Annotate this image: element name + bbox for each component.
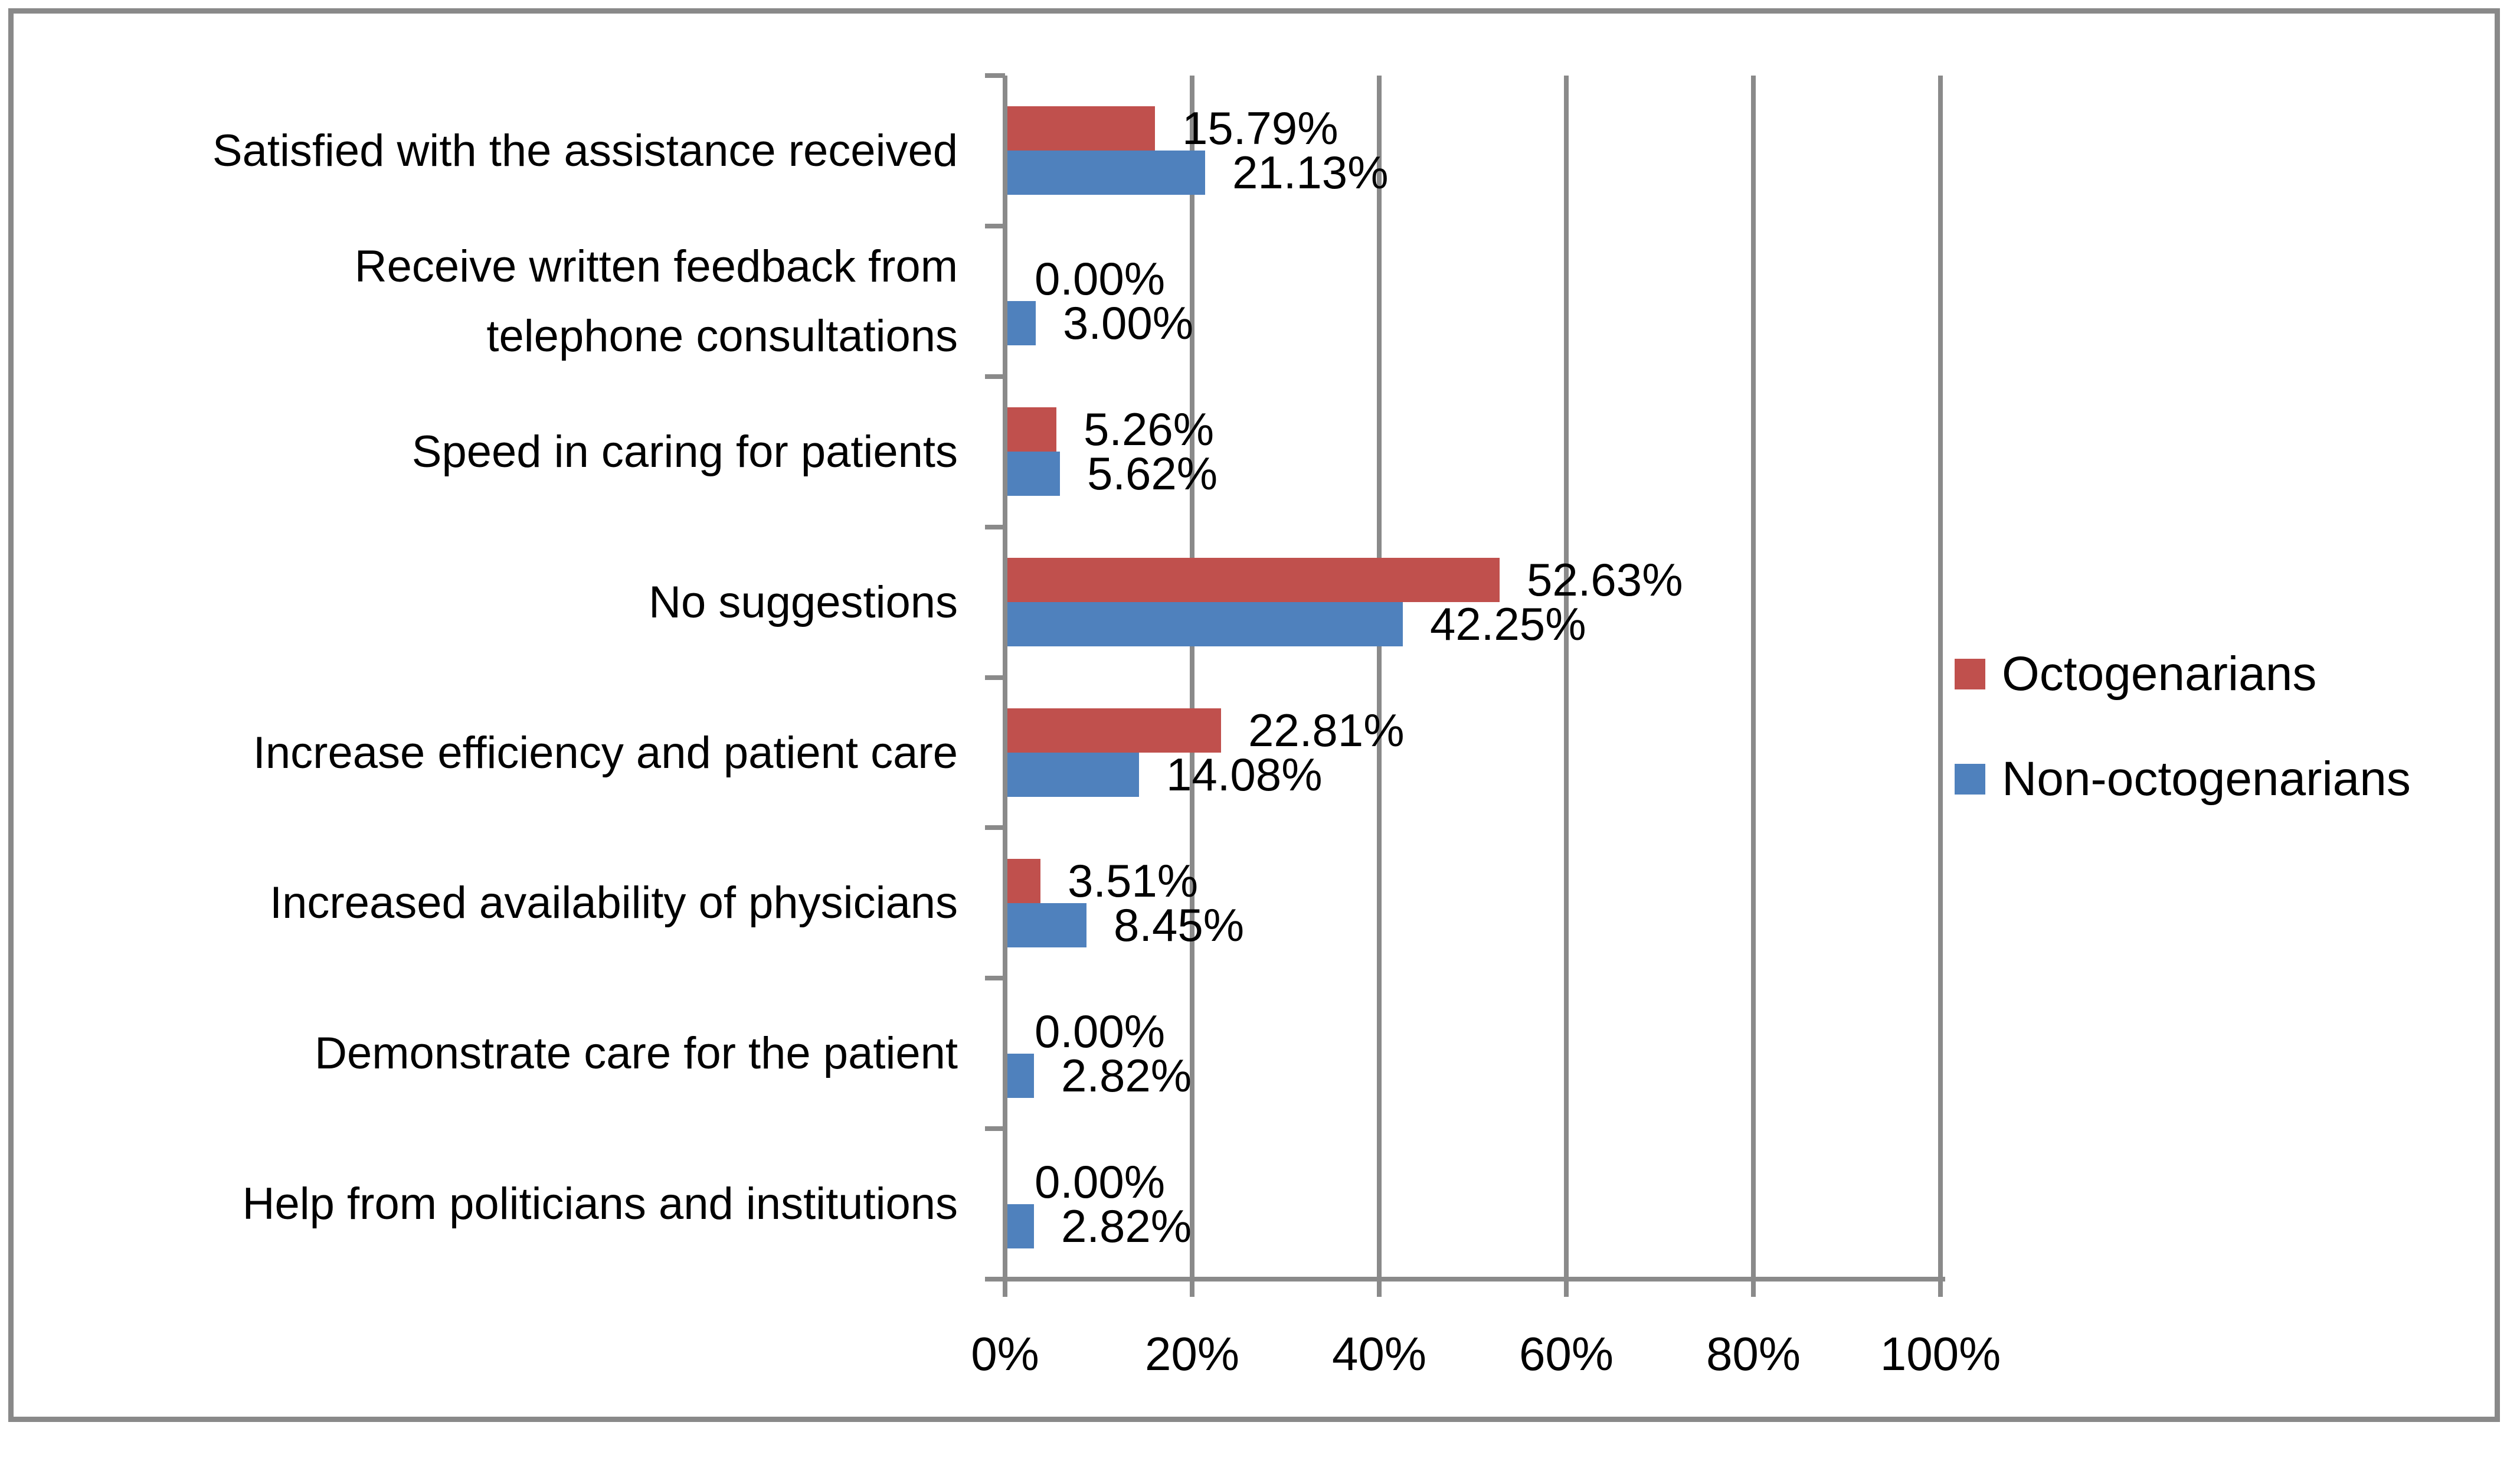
category-tick	[985, 825, 1005, 830]
gridline-100	[1938, 76, 1943, 1279]
bar-non-octogenarians	[1007, 301, 1036, 345]
category-label-line: Increase efficiency and patient care	[253, 727, 958, 778]
category-tick	[985, 73, 1005, 78]
legend-label-octogenarians: Octogenarians	[2002, 647, 2317, 701]
value-tick	[1003, 1279, 1007, 1297]
value-label-octogenarians: 5.26%	[1084, 403, 1215, 455]
x-axis-tick-label: 20%	[1144, 1328, 1240, 1380]
category-label: No suggestions	[24, 527, 958, 678]
value-axis-line	[985, 1277, 1945, 1282]
value-label-octogenarians: 0.00%	[1035, 253, 1166, 305]
value-tick	[1377, 1279, 1382, 1297]
gridline-20	[1190, 76, 1194, 1279]
value-label-non-octogenarians: 14.08%	[1166, 748, 1323, 800]
category-label: Increase efficiency and patient care	[24, 678, 958, 828]
bar-octogenarians	[1007, 859, 1040, 903]
value-tick	[1190, 1279, 1194, 1297]
bar-octogenarians	[1007, 708, 1221, 753]
bar-octogenarians	[1007, 407, 1056, 452]
bar-non-octogenarians	[1007, 1054, 1034, 1098]
value-label-octogenarians: 52.63%	[1527, 554, 1683, 606]
bar-non-octogenarians	[1007, 151, 1205, 195]
gridline-80	[1751, 76, 1756, 1279]
category-tick	[985, 675, 1005, 680]
bar-octogenarians	[1007, 106, 1155, 151]
legend-label-non-octogenarians: Non-octogenarians	[2002, 752, 2411, 806]
category-label-line: Help from politicians and institutions	[242, 1178, 958, 1229]
value-label-non-octogenarians: 5.62%	[1087, 447, 1218, 499]
category-label: Satisfied with the assistance received	[24, 76, 958, 226]
category-label-line: Demonstrate care for the patient	[315, 1028, 958, 1078]
value-tick	[1938, 1279, 1943, 1297]
category-label: Speed in caring for patients	[24, 377, 958, 527]
x-axis-tick-label: 100%	[1880, 1328, 2001, 1380]
category-label-line: Speed in caring for patients	[411, 426, 958, 477]
value-label-non-octogenarians: 2.82%	[1061, 1200, 1192, 1252]
bar-octogenarians	[1007, 558, 1500, 602]
category-label-line: telephone consultations	[486, 310, 958, 361]
value-label-non-octogenarians: 8.45%	[1114, 899, 1245, 951]
x-axis-tick-label: 60%	[1518, 1328, 1614, 1380]
value-label-non-octogenarians: 2.82%	[1061, 1050, 1192, 1101]
category-label: Demonstrate care for the patient	[24, 978, 958, 1129]
bar-non-octogenarians	[1007, 753, 1139, 797]
bar-non-octogenarians	[1007, 1204, 1034, 1248]
category-label: Increased availability of physicians	[24, 828, 958, 978]
category-tick	[985, 374, 1005, 379]
value-label-octogenarians: 22.81%	[1248, 704, 1405, 756]
gridline-60	[1564, 76, 1569, 1279]
category-axis-line	[1003, 76, 1007, 1297]
value-label-octogenarians: 0.00%	[1035, 1005, 1166, 1057]
category-label: Help from politicians and institutions	[24, 1129, 958, 1279]
x-axis-tick-label: 40%	[1331, 1328, 1427, 1380]
value-label-octogenarians: 15.79%	[1182, 102, 1338, 154]
category-tick	[985, 1277, 1005, 1282]
value-label-non-octogenarians: 21.13%	[1232, 146, 1389, 198]
legend-item-non-octogenarians: Non-octogenarians	[1955, 752, 2411, 806]
value-tick	[1751, 1279, 1756, 1297]
category-label-line: Receive written feedback from	[354, 241, 958, 292]
x-axis-tick-label: 0%	[971, 1328, 1039, 1380]
chart-border	[8, 8, 2500, 1422]
category-label-line: No suggestions	[649, 577, 958, 627]
value-label-octogenarians: 0.00%	[1035, 1156, 1166, 1208]
value-label-octogenarians: 3.51%	[1068, 855, 1199, 907]
value-label-non-octogenarians: 42.25%	[1430, 598, 1586, 650]
x-axis-tick-label: 80%	[1706, 1328, 1801, 1380]
value-label-non-octogenarians: 3.00%	[1063, 297, 1194, 349]
category-tick	[985, 976, 1005, 980]
bar-non-octogenarians	[1007, 602, 1403, 646]
category-tick	[985, 1126, 1005, 1131]
category-label-line: Increased availability of physicians	[270, 877, 958, 928]
legend-swatch-octogenarians	[1955, 659, 1985, 689]
legend-item-octogenarians: Octogenarians	[1955, 647, 2317, 701]
bar-non-octogenarians	[1007, 452, 1060, 496]
category-tick	[985, 525, 1005, 529]
bar-non-octogenarians	[1007, 903, 1086, 947]
category-label-line: Satisfied with the assistance received	[212, 125, 958, 176]
value-tick	[1564, 1279, 1569, 1297]
category-tick	[985, 224, 1005, 228]
legend-swatch-non-octogenarians	[1955, 764, 1985, 795]
category-label: Receive written feedback from telephone c…	[24, 226, 958, 377]
gridline-40	[1377, 76, 1382, 1279]
